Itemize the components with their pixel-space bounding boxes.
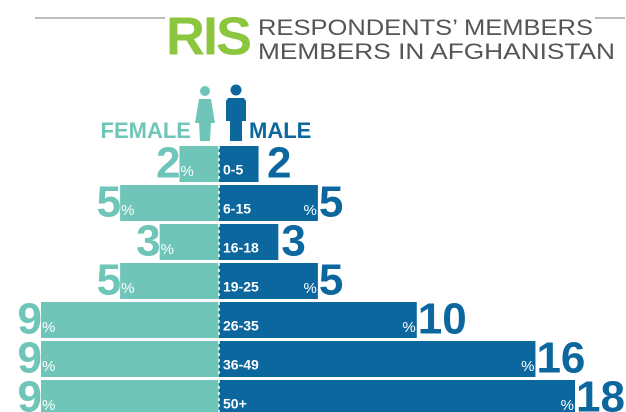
- unit-label: %: [180, 163, 193, 180]
- value-label: 16: [536, 334, 585, 383]
- bar: [219, 146, 259, 182]
- bar: [41, 302, 219, 338]
- bar: [219, 185, 318, 221]
- value-label: 5: [319, 256, 343, 305]
- bar: [219, 341, 536, 377]
- value-label: 9: [18, 334, 42, 383]
- category-label: 19-25: [223, 279, 259, 295]
- value-label: 5: [319, 178, 343, 227]
- value-label: 9: [18, 373, 42, 412]
- unit-label: %: [304, 280, 317, 297]
- legend-label: FEMALE: [101, 118, 191, 143]
- unit-label: %: [402, 319, 415, 336]
- value-label: 2: [267, 139, 291, 188]
- unit-label: %: [561, 397, 574, 412]
- value-label: 10: [418, 295, 467, 344]
- category-label: 26-35: [223, 318, 259, 334]
- brand: RIS: [166, 6, 250, 66]
- unit-label: %: [121, 202, 134, 219]
- bar: [219, 263, 318, 299]
- bar: [41, 380, 219, 412]
- unit-label: %: [42, 358, 55, 375]
- value-label: 2: [156, 139, 180, 188]
- bar: [120, 185, 219, 221]
- unit-label: %: [304, 202, 317, 219]
- value-label: 3: [136, 217, 160, 266]
- bar: [179, 146, 219, 182]
- chart-subtitle: MEMBERS IN AFGHANISTAN: [258, 39, 615, 64]
- value-label: 9: [18, 295, 42, 344]
- chart-title: RESPONDENTS’ MEMBERS: [258, 15, 593, 40]
- value-label: 5: [97, 256, 121, 305]
- unit-label: %: [161, 241, 174, 258]
- male-icon: [226, 84, 246, 141]
- legend-label: MALE: [249, 118, 311, 143]
- bar: [159, 224, 219, 260]
- bar: [219, 380, 575, 412]
- value-label: 3: [281, 217, 305, 266]
- bar: [120, 263, 219, 299]
- unit-label: %: [42, 319, 55, 336]
- unit-label: %: [121, 280, 134, 297]
- category-label: 50+: [223, 396, 247, 412]
- unit-label: %: [521, 358, 534, 375]
- bar: [219, 224, 279, 260]
- unit-label: %: [42, 397, 55, 412]
- female-icon: [195, 86, 215, 141]
- category-label: 36-49: [223, 357, 259, 373]
- bar: [219, 302, 417, 338]
- value-label: 18: [576, 373, 625, 412]
- bar: [41, 341, 219, 377]
- category-label: 0-5: [223, 162, 243, 178]
- value-label: 5: [97, 178, 121, 227]
- category-label: 6-15: [223, 201, 251, 217]
- category-label: 16-18: [223, 240, 259, 256]
